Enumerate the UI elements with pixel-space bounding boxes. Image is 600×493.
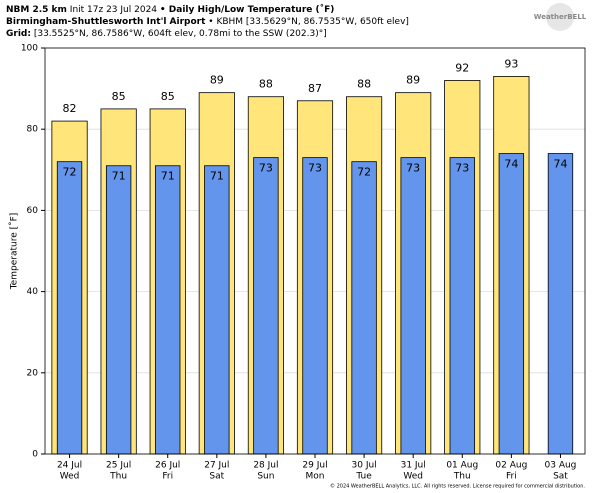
value-label: 71 [112, 170, 126, 183]
y-tick-label: 0 [32, 450, 38, 460]
bar [351, 161, 377, 455]
x-tick-sublabel: Thu [109, 472, 127, 482]
bar [302, 157, 328, 455]
value-label: 73 [455, 162, 469, 175]
x-tick-sublabel: Fri [162, 472, 173, 482]
x-tick-label: 24 Jul [57, 461, 82, 471]
x-tick-sublabel: Mon [306, 472, 325, 482]
plot-frame [44, 47, 586, 455]
station: Birmingham-Shuttlesworth Int'l Airport [6, 17, 206, 27]
x-tick-label: 30 Jul [352, 461, 377, 471]
y-tick-label: 40 [27, 287, 39, 297]
value-label: 71 [210, 170, 224, 183]
value-label: 73 [308, 162, 322, 175]
x-tick-label: 28 Jul [253, 461, 278, 471]
y-tick-label: 100 [21, 44, 38, 54]
value-label: 73 [406, 162, 420, 175]
x-tick-sublabel: Wed [60, 472, 80, 482]
value-label: 72 [63, 166, 77, 179]
bar [547, 153, 574, 455]
x-tick-sublabel: Sat [553, 472, 568, 482]
y-tick-label: 20 [27, 368, 39, 378]
bar [56, 161, 83, 455]
logo: WeatherBELL [534, 13, 587, 21]
bar [400, 157, 426, 455]
init: Init 17z 23 Jul 2024 [70, 5, 157, 15]
value-label: 89 [406, 74, 420, 87]
value-label: 72 [357, 166, 371, 179]
y-axis-label: Temperature [˚F] [9, 213, 20, 291]
grid-info: [33.5525°N, 86.7586°W, 604ft elev, 0.78m… [34, 29, 327, 39]
bar [204, 165, 230, 455]
grid-label: Grid: [6, 29, 31, 39]
model: NBM 2.5 km [6, 5, 67, 15]
header-line: NBM 2.5 km Init 17z 23 Jul 2024 • Daily … [6, 4, 334, 15]
value-label: 82 [63, 102, 77, 115]
value-label: 85 [112, 90, 126, 103]
x-tick-label: 29 Jul [302, 461, 327, 471]
logo-mark [546, 3, 574, 31]
footer: © 2024 WeatherBELL Analytics, LLC. All r… [330, 483, 585, 490]
x-tick-label: 02 Aug [495, 461, 527, 471]
x-tick-sublabel: Thu [453, 472, 471, 482]
value-label: 85 [161, 90, 175, 103]
x-tick-label: 26 Jul [155, 461, 180, 471]
value-label: 88 [357, 78, 371, 91]
value-label: 71 [161, 170, 175, 183]
y-tick-label: 80 [27, 125, 39, 135]
x-tick-sublabel: Fri [506, 472, 517, 482]
value-label: 73 [259, 162, 273, 175]
value-label: 92 [455, 61, 469, 74]
x-tick-label: 01 Aug [446, 461, 478, 471]
bar [155, 165, 181, 455]
header-line: Birmingham-Shuttlesworth Int'l Airport •… [6, 17, 409, 27]
chart-title: • Daily High/Low Temperature (˚F) [160, 4, 334, 15]
header-line: Grid: [33.5525°N, 86.7586°W, 604ft elev,… [6, 29, 327, 39]
x-tick-sublabel: Wed [403, 472, 423, 482]
value-label: 88 [259, 78, 273, 91]
x-tick-label: 31 Jul [401, 461, 426, 471]
y-tick-label: 60 [27, 206, 39, 216]
value-label: 74 [504, 158, 518, 171]
value-label: 74 [553, 158, 567, 171]
x-tick-sublabel: Sat [209, 472, 224, 482]
x-tick-label: 03 Aug [545, 461, 577, 471]
value-label: 89 [210, 74, 224, 87]
value-label: 93 [504, 57, 518, 70]
x-tick-label: 27 Jul [204, 461, 229, 471]
x-tick-label: 25 Jul [106, 461, 131, 471]
bar [498, 153, 525, 455]
x-tick-sublabel: Sun [257, 472, 274, 482]
x-tick-sublabel: Tue [355, 472, 372, 482]
bar [449, 157, 475, 455]
bar [253, 157, 279, 455]
station-info: • KBHM [33.5629°N, 86.7535°W, 650ft elev… [208, 17, 409, 27]
value-label: 87 [308, 82, 322, 95]
bar [105, 165, 132, 455]
